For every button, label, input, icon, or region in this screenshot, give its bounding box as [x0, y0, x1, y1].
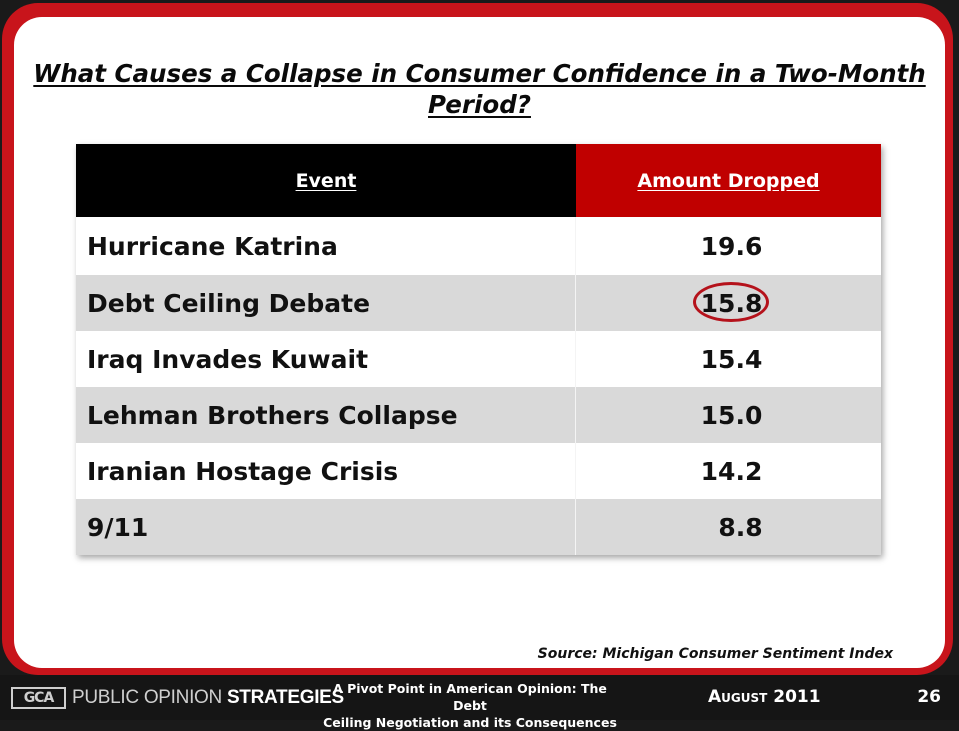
presentation-title-line-2: Ceiling Negotiation and its Consequences — [323, 715, 617, 730]
logo-text-bold: STRATEGIES — [226, 687, 344, 708]
header-amount-dropped: Amount Dropped — [576, 144, 881, 217]
table-row: Iraq Invades Kuwait 15.4 — [76, 331, 881, 387]
presentation-date: August 2011 — [708, 687, 821, 707]
amount-cell: 15.0 — [576, 387, 881, 443]
amount-value: 15.0 — [700, 400, 763, 430]
amount-value: 8.8 — [718, 512, 763, 542]
event-cell: Iranian Hostage Crisis — [76, 443, 576, 499]
amount-value: 15.8 — [700, 288, 763, 318]
footer-bar: GCA PUBLIC OPINION STRATEGIES A Pivot Po… — [0, 675, 959, 730]
event-cell: Debt Ceiling Debate — [76, 275, 576, 331]
slide-title: What Causes a Collapse in Consumer Confi… — [0, 58, 959, 120]
highlight-circle — [693, 282, 769, 322]
amount-cell: 15.8 — [576, 275, 881, 331]
table-header-row: Event Amount Dropped — [76, 144, 881, 217]
table-row: Iranian Hostage Crisis 14.2 — [76, 443, 881, 499]
amount-cell: 14.2 — [576, 443, 881, 499]
logo-text-light: PUBLIC OPINION — [72, 687, 227, 708]
amount-cell: 19.6 — [576, 217, 881, 275]
event-cell: Iraq Invades Kuwait — [76, 331, 576, 387]
table-row: 9/11 8.8 — [76, 499, 881, 555]
amount-value: 14.2 — [700, 456, 763, 486]
table-row: Debt Ceiling Debate 15.8 — [76, 275, 881, 331]
slide-title-line-1: What Causes a Collapse in Consumer Confi… — [33, 59, 926, 88]
event-cell: Hurricane Katrina — [76, 217, 576, 275]
event-cell: 9/11 — [76, 499, 576, 555]
header-event: Event — [76, 144, 576, 217]
company-logo-mark: GCA — [11, 687, 66, 709]
slide-title-line-2: Period? — [428, 90, 531, 119]
table-row: Hurricane Katrina 19.6 — [76, 217, 881, 275]
amount-value: 15.4 — [700, 344, 763, 374]
event-cell: Lehman Brothers Collapse — [76, 387, 576, 443]
company-logo-text: PUBLIC OPINION STRATEGIES — [72, 687, 344, 709]
page-number: 26 — [917, 687, 941, 707]
source-note: Source: Michigan Consumer Sentiment Inde… — [537, 646, 893, 662]
presentation-title-line-1: A Pivot Point in American Opinion: The D… — [333, 681, 607, 713]
amount-cell: 8.8 — [576, 499, 881, 555]
amount-cell: 15.4 — [576, 331, 881, 387]
amount-value: 19.6 — [700, 231, 763, 261]
table-row: Lehman Brothers Collapse 15.0 — [76, 387, 881, 443]
presentation-title: A Pivot Point in American Opinion: The D… — [320, 680, 620, 731]
events-table: Event Amount Dropped Hurricane Katrina 1… — [76, 144, 881, 555]
